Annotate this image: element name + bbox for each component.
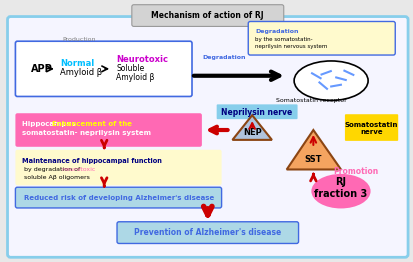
Text: by degradation of: by degradation of [22,167,83,172]
Text: Maintenance of hippocampal function: Maintenance of hippocampal function [22,158,162,163]
Text: SST: SST [305,155,322,164]
Ellipse shape [294,61,368,100]
Text: soluble Aβ oligomers: soluble Aβ oligomers [22,175,90,180]
Polygon shape [233,115,272,140]
FancyBboxPatch shape [117,222,299,243]
Text: Mechanism of action of RJ: Mechanism of action of RJ [152,11,264,20]
Text: Enhancement of the: Enhancement of the [22,121,132,127]
Text: Production: Production [63,37,96,42]
Text: RJ
fraction 3: RJ fraction 3 [314,177,368,199]
Text: APP: APP [31,64,53,74]
FancyBboxPatch shape [248,21,395,55]
Text: Prevention of Alzheimer's disease: Prevention of Alzheimer's disease [134,228,281,237]
Text: Soluble: Soluble [116,64,144,73]
FancyBboxPatch shape [217,104,298,119]
Text: neurotoxic: neurotoxic [22,167,96,172]
Text: Degradation: Degradation [203,56,247,61]
Text: Neprilysin nerve: Neprilysin nerve [221,108,293,117]
Text: NEP: NEP [243,128,261,138]
Text: neprilysin nervous system: neprilysin nervous system [255,44,328,49]
FancyBboxPatch shape [7,17,408,257]
Ellipse shape [311,174,370,209]
FancyBboxPatch shape [15,150,222,185]
Polygon shape [287,130,341,170]
FancyBboxPatch shape [345,114,398,141]
Text: Normal: Normal [60,59,94,68]
FancyBboxPatch shape [15,187,222,208]
Text: Neurotoxic: Neurotoxic [116,56,168,64]
Text: by the somatostatin-: by the somatostatin- [255,37,313,42]
FancyBboxPatch shape [132,5,284,26]
Text: Hippocampus: Hippocampus [22,121,78,127]
Text: Reduced risk of developing Alzheimer's disease: Reduced risk of developing Alzheimer's d… [24,195,214,201]
FancyBboxPatch shape [15,41,192,96]
FancyBboxPatch shape [15,113,202,147]
Text: Amyloid β: Amyloid β [60,68,102,77]
Text: somatostatin- neprilysin system: somatostatin- neprilysin system [22,130,151,136]
Text: Somatostatin
nerve: Somatostatin nerve [345,122,398,135]
Text: Promotion: Promotion [333,167,378,176]
Text: Amyloid β: Amyloid β [116,73,154,82]
Text: Degradation: Degradation [255,29,299,34]
Text: Somatostatin receptor: Somatostatin receptor [276,98,347,103]
